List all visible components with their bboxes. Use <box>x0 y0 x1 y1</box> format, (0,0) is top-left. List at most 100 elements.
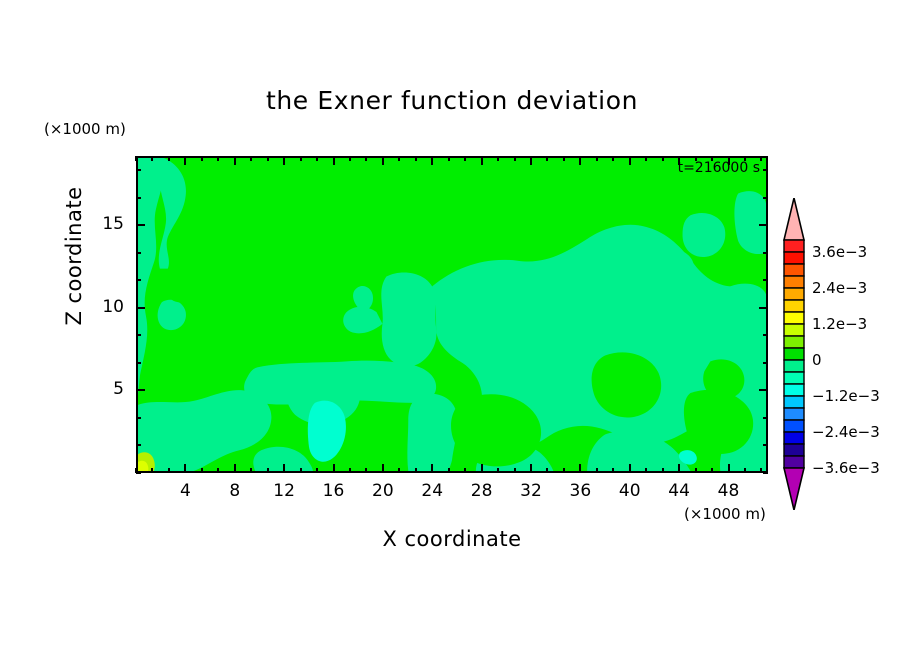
x-minor-tick <box>711 468 714 473</box>
colorbar-band <box>783 395 805 409</box>
y-tick-label: 5 <box>113 379 124 400</box>
x-minor-tick <box>743 468 746 473</box>
x-minor-tick-top <box>513 156 516 161</box>
x-major-tick-top <box>678 156 681 165</box>
x-minor-tick <box>760 468 763 473</box>
x-minor-tick-top <box>348 156 351 161</box>
x-minor-tick-top <box>760 156 763 161</box>
colorbar-band <box>783 299 805 313</box>
x-major-tick <box>233 464 236 473</box>
x-major-tick-top <box>381 156 384 165</box>
x-tick-label: 48 <box>717 481 740 501</box>
colorbar-tick-label: 2.4e−3 <box>812 279 868 297</box>
colorbar-under-cap <box>782 467 806 510</box>
y-minor-tick-right <box>763 334 768 337</box>
colorbar[interactable]: 3.6e−3 2.4e−3 1.2e−3 0 −1.2e−3 −2.4e−3 −3.6e−3 <box>780 198 900 510</box>
y-minor-tick-right <box>763 169 768 172</box>
y-major-tick-right <box>759 389 768 392</box>
x-major-tick <box>381 464 384 473</box>
x-major-tick <box>579 464 582 473</box>
x-minor-tick-top <box>299 156 302 161</box>
colorbar-gradient <box>782 198 806 510</box>
colorbar-tick-label: 0 <box>812 351 822 369</box>
x-minor-tick <box>200 468 203 473</box>
y-axis-title: Z coordinate <box>62 186 86 326</box>
y-major-tick <box>136 224 145 227</box>
x-minor-tick <box>135 468 137 473</box>
colorbar-over-cap <box>782 198 806 241</box>
y-minor-tick <box>136 196 141 199</box>
x-minor-tick-top <box>365 156 368 161</box>
x-minor-tick-top <box>250 156 253 161</box>
x-major-tick-top <box>283 156 286 165</box>
y-tick-label: 15 <box>102 214 124 235</box>
y-minor-tick <box>136 169 141 172</box>
x-minor-tick <box>447 468 450 473</box>
y-minor-tick-right <box>763 361 768 364</box>
x-minor-tick <box>151 468 154 473</box>
colorbar-tick-label: −3.6e−3 <box>812 459 880 477</box>
x-major-tick-top <box>628 156 631 165</box>
x-major-tick <box>530 464 532 473</box>
x-axis-title: X coordinate <box>382 527 522 551</box>
x-major-tick <box>332 464 335 473</box>
x-tick-label: 4 <box>179 481 191 501</box>
colorbar-band <box>783 383 805 397</box>
y-major-tick-right <box>759 306 768 309</box>
x-minor-tick-top <box>266 156 269 161</box>
y-minor-tick-right <box>763 416 768 419</box>
x-minor-tick <box>595 468 598 473</box>
colorbar-tick-label: 3.6e−3 <box>812 243 868 261</box>
x-minor-tick <box>217 468 220 473</box>
page-title: the Exner function deviation <box>265 86 639 115</box>
x-tick-label: 32 <box>520 481 542 501</box>
x-tick-label: 24 <box>421 481 444 501</box>
y-minor-tick-right <box>763 472 768 474</box>
x-tick-label: 28 <box>470 481 493 501</box>
x-major-tick-top <box>530 156 532 165</box>
y-axis-units-note: (×1000 m) <box>44 120 126 138</box>
x-minor-tick-top <box>595 156 598 161</box>
x-major-tick <box>283 464 286 473</box>
x-major-tick <box>431 464 434 473</box>
colorbar-band <box>783 443 805 457</box>
colorbar-band <box>783 311 805 325</box>
x-minor-tick-top <box>398 156 401 161</box>
colorbar-band <box>783 263 805 277</box>
x-axis-units-note: (×1000 m) <box>684 505 766 523</box>
x-tick-label: 40 <box>618 481 641 501</box>
x-minor-tick <box>348 468 351 473</box>
colorbar-band <box>783 275 805 289</box>
x-minor-tick-top <box>661 156 664 161</box>
colorbar-tick-label: −2.4e−3 <box>812 423 880 441</box>
y-major-tick <box>136 389 145 392</box>
x-minor-tick-top <box>694 156 697 161</box>
contour-field <box>138 158 766 471</box>
x-major-tick-top <box>233 156 236 165</box>
y-minor-tick <box>136 472 141 474</box>
plot-area[interactable]: t=216000 s <box>136 156 768 473</box>
colorbar-tick-label: 1.2e−3 <box>812 315 868 333</box>
x-tick-label: 8 <box>229 481 241 501</box>
x-major-tick-top <box>579 156 582 165</box>
y-minor-tick <box>136 444 141 447</box>
x-minor-tick <box>398 468 401 473</box>
x-minor-tick <box>414 468 417 473</box>
x-minor-tick <box>497 468 500 473</box>
x-minor-tick-top <box>414 156 417 161</box>
x-minor-tick <box>266 468 269 473</box>
y-minor-tick <box>136 361 141 364</box>
y-minor-tick-right <box>763 279 768 282</box>
y-minor-tick-right <box>763 444 768 447</box>
x-major-tick-top <box>184 156 187 165</box>
x-minor-tick-top <box>200 156 203 161</box>
x-tick-label: 20 <box>372 481 394 501</box>
x-minor-tick <box>612 468 615 473</box>
x-minor-tick <box>299 468 302 473</box>
colorbar-band <box>783 239 805 253</box>
x-minor-tick <box>316 468 319 473</box>
colorbar-band <box>783 347 805 361</box>
colorbar-band <box>783 335 805 349</box>
x-minor-tick-top <box>316 156 319 161</box>
x-major-tick-top <box>332 156 335 165</box>
